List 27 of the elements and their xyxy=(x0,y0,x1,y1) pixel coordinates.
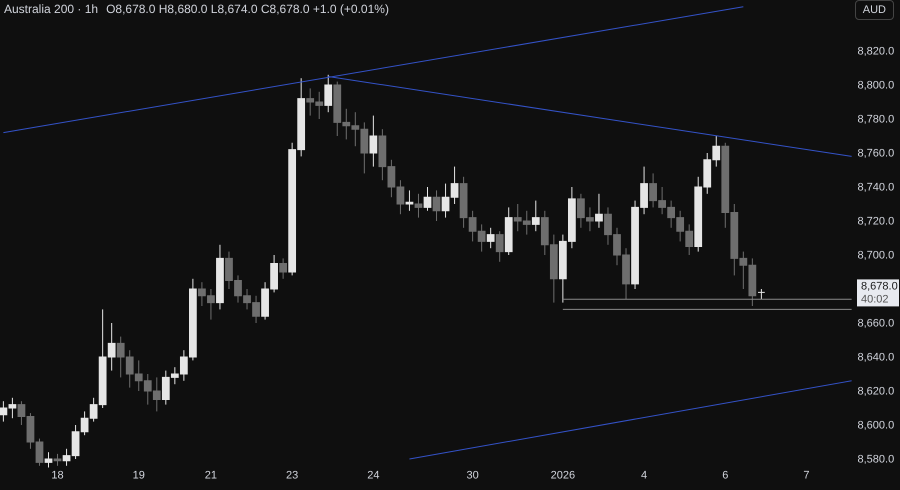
y-tick-label: 8,620.0 xyxy=(858,386,894,398)
y-tick-label: 8,660.0 xyxy=(858,318,894,330)
text: 8,678.0 xyxy=(861,280,898,292)
y-tick-label: 8,740.0 xyxy=(858,182,894,194)
y-axis-title: AUD xyxy=(854,0,894,20)
x-tick-label: 4 xyxy=(641,470,648,482)
x-tick-label: 19 xyxy=(132,470,145,482)
y-tick-label: 8,600.0 xyxy=(858,420,894,432)
y-tick-label: 8,580.0 xyxy=(858,454,894,466)
y-tick-label: 8,640.0 xyxy=(858,352,894,364)
x-tick-label: 30 xyxy=(466,470,479,482)
text: 40:02 xyxy=(861,293,889,306)
y-tick-label: 8,780.0 xyxy=(858,114,894,126)
x-tick-label: 2026 xyxy=(550,470,576,482)
x-tick-label: 23 xyxy=(286,470,298,482)
x-tick-label: 6 xyxy=(722,470,728,482)
y-tick-label: 8,720.0 xyxy=(858,216,894,228)
chart-subtitle: O8,678.0 H8,680.0 L8,674.0 C8,678.0 +1.0 (+0.01%) xyxy=(106,2,389,16)
chart-title: Australia 200 · 1h xyxy=(4,2,98,16)
y-tick-label: 8,820.0 xyxy=(858,46,894,58)
y-tick-label: 8,700.0 xyxy=(858,250,894,262)
y-tick-label: 8,800.0 xyxy=(858,80,894,92)
x-tick-label: 24 xyxy=(367,470,380,482)
x-tick-label: 18 xyxy=(51,470,64,482)
x-tick-label: 21 xyxy=(204,470,218,482)
y-tick-label: 8,760.0 xyxy=(858,148,894,160)
x-tick-label: 7 xyxy=(803,470,810,482)
